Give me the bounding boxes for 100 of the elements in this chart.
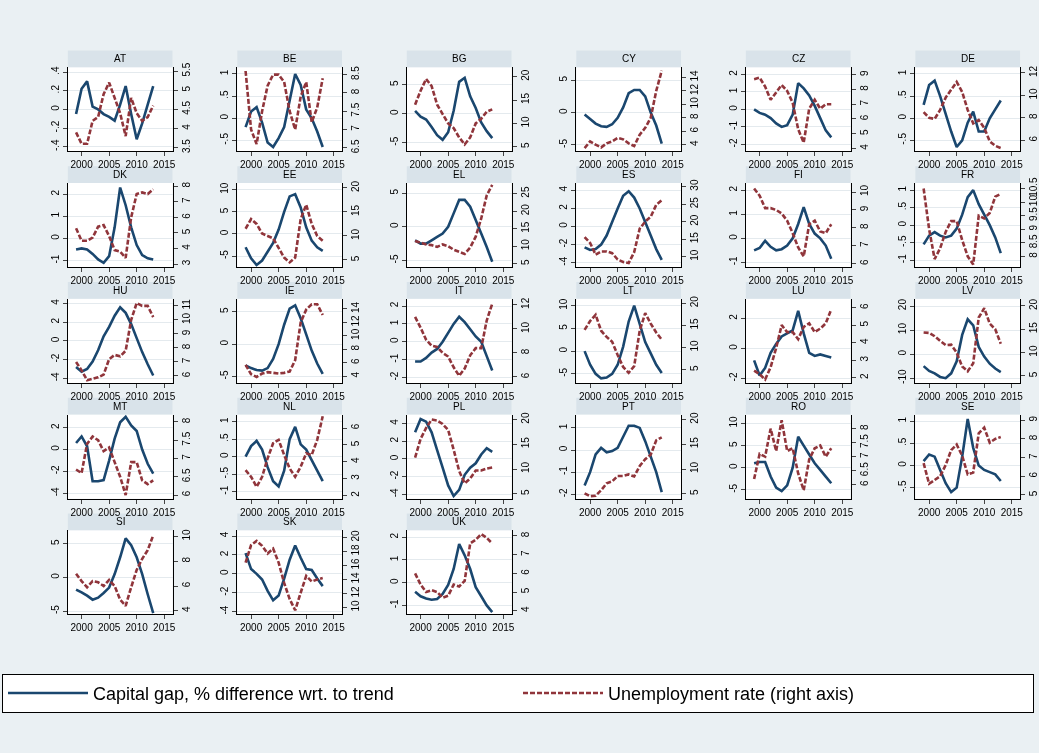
y2-tick-label: 10.5 — [1028, 176, 1039, 197]
line-series — [244, 192, 325, 267]
y-tick-label: -2 — [49, 465, 61, 475]
y-tick-label: -4 — [49, 486, 61, 497]
x-tick-label: 2005 — [267, 275, 291, 287]
x-tick-label: 2000 — [748, 390, 772, 402]
y2-tick-label: 8 — [180, 417, 192, 424]
chart-title: DK — [113, 169, 128, 180]
y2-tick-label: 10 — [1028, 87, 1039, 100]
x-tick-label: 2000 — [239, 622, 263, 634]
y2-tick-label: 11 — [180, 298, 192, 310]
y-tick-label: 4 — [388, 418, 400, 425]
y2-tick-label: 8 — [858, 84, 870, 91]
chart-title: NL — [283, 401, 297, 412]
line-series — [413, 532, 494, 599]
y-tick-label: -4 — [219, 605, 231, 615]
y2-tick-label: 8 — [1028, 113, 1039, 120]
y-tick-label: 0 — [727, 463, 739, 469]
x-tick-label: 2015 — [1000, 275, 1024, 287]
line-series — [244, 539, 325, 612]
y2-tick-label: 6 — [180, 212, 192, 219]
y2-tick-label: 5 — [180, 228, 192, 235]
y2-tick-label: 4 — [180, 243, 192, 250]
x-tick-label: 2015 — [492, 622, 515, 634]
x-tick-label: 2005 — [437, 275, 460, 287]
y2-tick-label: 20 — [350, 529, 362, 542]
y-tick-label: 5 — [388, 80, 400, 87]
y-tick-label: 0 — [388, 577, 400, 584]
x-tick-label: 2010 — [125, 159, 149, 171]
y-tick-label: 0 — [897, 460, 909, 467]
y2-tick-label: 20 — [519, 203, 531, 216]
x-tick-label: 2010 — [803, 506, 827, 518]
x-tick-label: 2005 — [945, 506, 969, 518]
y2-tick-label: 20 — [350, 180, 362, 192]
y-tick-label: -4 — [558, 256, 570, 266]
y-tick-label: 0 — [727, 343, 739, 350]
y-tick-label: .5 — [897, 201, 909, 211]
y-tick-label: 0 — [897, 349, 909, 356]
y2-tick-label: 7 — [350, 124, 362, 131]
y2-tick-label: 2 — [858, 372, 870, 379]
y2-tick-label: 7 — [1028, 452, 1039, 459]
x-tick-label: 2000 — [70, 159, 94, 171]
chart-title: SK — [283, 516, 297, 527]
y-tick-label: 0 — [388, 454, 400, 461]
x-tick-label: 2005 — [606, 506, 630, 518]
y-tick-label: 2 — [727, 313, 739, 320]
y2-tick-label: 20 — [689, 412, 701, 424]
legend-label: Unemployment rate (right axis) — [608, 684, 855, 705]
y2-tick-label: 4 — [858, 143, 870, 150]
y2-tick-label: 9 — [858, 70, 870, 76]
y-tick-label: -1 — [388, 353, 400, 363]
x-tick-label: 2015 — [322, 275, 346, 287]
y2-tick-label: 4 — [180, 123, 192, 130]
y-tick-label: .5 — [897, 437, 909, 447]
y2-tick-label: 6 — [350, 358, 362, 365]
y-tick-label: -5 — [219, 249, 231, 260]
line-series — [413, 302, 494, 378]
x-tick-label: 2010 — [803, 159, 827, 171]
y-tick-label: 2 — [727, 185, 739, 192]
chart-title: LV — [962, 285, 974, 296]
y-tick-label: .5 — [219, 433, 231, 442]
x-tick-label: 2010 — [973, 506, 996, 518]
x-tick-label: 2015 — [661, 275, 685, 287]
y2-tick-label: 2 — [350, 490, 362, 497]
y-tick-label: -2 — [219, 586, 231, 596]
y-tick-label: -1 — [219, 485, 231, 495]
y2-tick-label: 15 — [689, 317, 701, 330]
y2-tick-label: 8 — [350, 344, 362, 351]
y2-tick-label: 7.5 — [350, 102, 362, 117]
x-tick-label: 2015 — [831, 159, 854, 171]
x-tick-label: 2000 — [918, 159, 941, 171]
x-tick-label: 2015 — [322, 159, 346, 171]
y2-tick-label: 6 — [519, 568, 531, 575]
y2-tick-label: 6 — [180, 371, 192, 378]
y2-tick-label: 7 — [180, 453, 192, 460]
y2-tick-label: 6.5 — [180, 467, 192, 483]
x-tick-label: 2015 — [492, 159, 515, 171]
y2-tick-label: 6.5 — [350, 138, 362, 154]
y2-tick-label: 15 — [689, 436, 701, 449]
x-tick-label: 2015 — [153, 390, 176, 402]
x-tick-label: 2005 — [606, 275, 630, 287]
line-series — [922, 317, 1003, 380]
y2-tick-label: 9 — [858, 205, 870, 212]
y2-tick-label: 7 — [858, 241, 870, 248]
legend-label: Capital gap, % difference wrt. to trend — [93, 684, 394, 705]
y-tick-label: 5 — [558, 323, 570, 330]
y2-tick-label: 20 — [689, 295, 701, 308]
y2-tick-label: 30 — [689, 179, 701, 191]
y2-tick-label: 10 — [180, 312, 192, 324]
y2-tick-label: 8.5 — [350, 65, 362, 81]
y2-tick-label: 15 — [519, 92, 531, 105]
y2-tick-label: 5 — [858, 320, 870, 327]
x-tick-label: 2000 — [409, 622, 433, 634]
x-tick-label: 2005 — [267, 506, 291, 518]
y2-tick-label: 15 — [689, 231, 701, 244]
chart-title: UK — [452, 516, 467, 527]
y-tick-label: 0 — [388, 109, 400, 116]
y2-tick-label: 9 — [1028, 415, 1039, 422]
x-tick-label: 2010 — [803, 390, 827, 402]
line-series — [583, 198, 664, 265]
